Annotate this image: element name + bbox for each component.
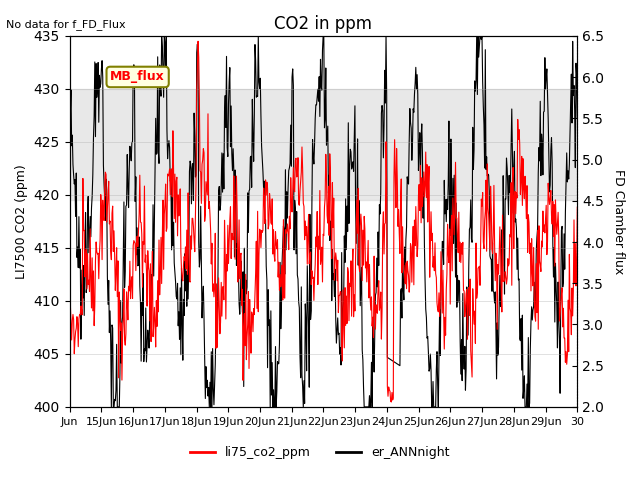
Y-axis label: FD Chamber flux: FD Chamber flux [612,169,625,274]
Y-axis label: LI7500 CO2 (ppm): LI7500 CO2 (ppm) [15,164,28,279]
Bar [70,89,577,200]
Title: CO2 in ppm: CO2 in ppm [275,15,372,33]
Text: No data for f_FD_Flux: No data for f_FD_Flux [6,19,126,30]
Text: MB_flux: MB_flux [110,71,165,84]
Legend: li75_co2_ppm, er_ANNnight: li75_co2_ppm, er_ANNnight [186,441,454,464]
